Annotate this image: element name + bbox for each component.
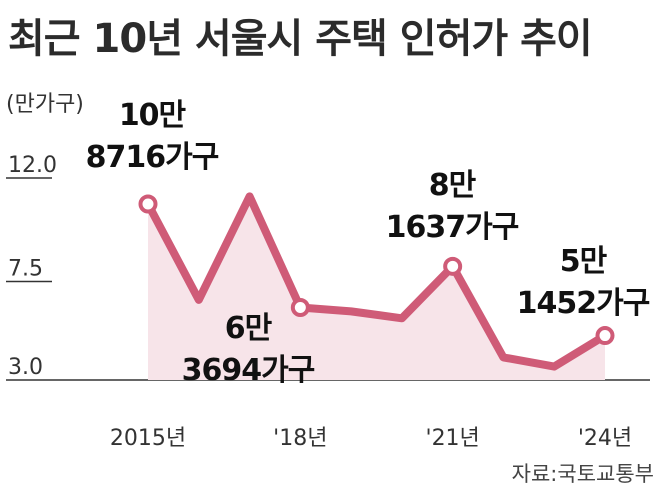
series-line bbox=[144, 192, 609, 371]
data-point-2021 bbox=[443, 256, 463, 276]
y-tick-label-0: 12.0 bbox=[8, 153, 57, 178]
annotation-2021-line-0: 8만 bbox=[429, 168, 477, 203]
annotation-2024-line-0: 5만 bbox=[560, 244, 608, 279]
y-tick-label-1: 7.5 bbox=[8, 257, 43, 282]
data-source: 자료:국토교통부 bbox=[511, 462, 654, 486]
annotation-2015-line-0: 10만 bbox=[119, 98, 187, 133]
annotation-2018-line-0: 6만 bbox=[225, 311, 273, 346]
y-tick-label-2: 3.0 bbox=[8, 355, 43, 380]
data-point-2024 bbox=[595, 326, 615, 346]
x-tick-label-2015: 2015년 bbox=[110, 426, 186, 451]
data-point-2018 bbox=[290, 297, 310, 317]
series-area bbox=[148, 196, 605, 380]
annotation-2015-line-1: 8716가구 bbox=[86, 140, 219, 175]
annotation-2018-line-1: 3694가구 bbox=[182, 353, 315, 388]
x-tick-label-2024: '24년 bbox=[578, 426, 632, 451]
chart-title: 최근 10년 서울시 주택 인허가 추이 bbox=[8, 16, 593, 62]
x-tick-label-2018: '18년 bbox=[273, 426, 327, 451]
annotation-2024-line-1: 1452가구 bbox=[517, 286, 650, 321]
y-axis-unit: (만가구) bbox=[6, 92, 84, 117]
data-point-2015 bbox=[138, 194, 158, 214]
annotation-2021-line-1: 1637가구 bbox=[386, 210, 519, 245]
x-tick-label-2021: '21년 bbox=[426, 426, 480, 451]
